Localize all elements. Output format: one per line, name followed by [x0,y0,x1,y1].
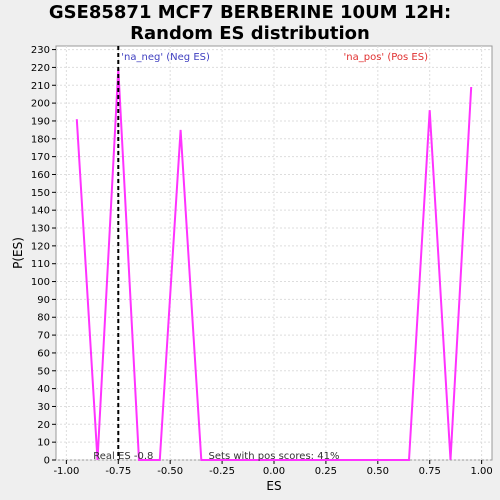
neg-es-label: 'na_neg' (Neg ES) [121,52,210,63]
pos-es-label: 'na_pos' (Pos ES) [344,52,429,63]
y-tick-label: 180 [31,134,50,145]
x-tick-label: 1.00 [470,466,492,477]
y-tick-label: 110 [31,259,50,270]
x-tick-label: 0.75 [419,466,441,477]
y-tick-label: 150 [31,188,50,199]
y-tick-label: 200 [31,99,50,110]
x-tick-label: -0.25 [209,466,235,477]
series-layer [75,69,473,461]
chart-title: GSE85871 MCF7 BERBERINE 10UM 12H: Random… [0,2,500,44]
y-tick-label: 20 [37,420,50,431]
y-tick-label: 30 [37,402,50,413]
y-tick-label: 210 [31,81,50,92]
x-tick-label: -1.00 [53,466,79,477]
y-axis: 0 10 20 30 40 50 60 70 80 90 100 110 120 130 140 150 160… [31,45,56,467]
y-tick-label: 130 [31,224,50,235]
x-tick-label: -0.50 [157,466,183,477]
series-line [75,69,473,461]
x-tick-label: -0.75 [105,466,131,477]
y-tick-label: 170 [31,152,50,163]
sets-with-pos-scores-label: Sets with pos scores: 41% [209,451,340,462]
x-tick-label: 0.00 [263,466,285,477]
chart-title-line-1: GSE85871 MCF7 BERBERINE 10UM 12H: [48,2,452,23]
y-tick-label: 80 [37,313,50,324]
real-es-label: Real ES -0.8 [93,451,153,462]
y-tick-label: 140 [31,206,50,217]
y-tick-label: 50 [37,366,50,377]
y-tick-label: 120 [31,241,50,252]
y-tick-label: 190 [31,116,50,127]
y-tick-label: 60 [37,348,50,359]
y-tick-label: 220 [31,63,50,74]
y-tick-label: 40 [37,384,50,395]
x-tick-label: 0.50 [367,466,389,477]
y-tick-label: 100 [31,277,50,288]
y-tick-label: 0 [44,456,50,467]
y-tick-label: 230 [31,45,50,56]
y-tick-label: 160 [31,170,50,181]
x-axis-label: ES [266,479,281,493]
plot-area [55,45,493,461]
y-axis-label: P(ES) [11,237,25,269]
chart-title-line-2: Random ES distribution [130,23,370,44]
y-tick-label: 10 [37,438,50,449]
y-tick-label: 90 [37,295,50,306]
x-axis: -1.00 -0.75 -0.50 -0.25 0.00 0.25 0.50 0.75 1.00 [53,460,493,477]
y-tick-label: 70 [37,331,50,342]
x-tick-label: 0.25 [315,466,337,477]
